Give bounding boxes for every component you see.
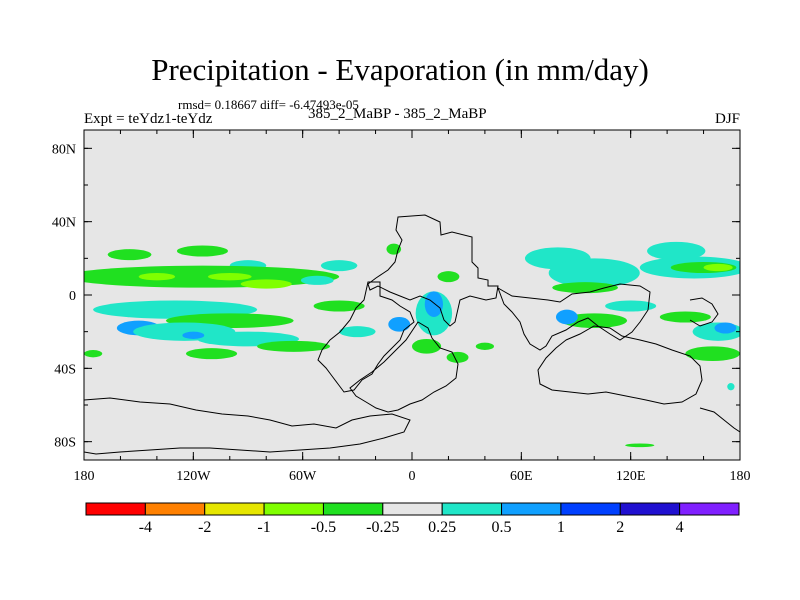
anomaly-region-42 <box>714 322 737 334</box>
land-antarctica-east <box>699 407 740 433</box>
colorbar-label: -0.25 <box>366 519 399 536</box>
anomaly-region-35 <box>605 300 657 312</box>
land-southern-africa <box>349 321 459 413</box>
anomaly-region-5 <box>138 273 176 281</box>
y-tick-label: 40S <box>54 362 76 377</box>
anomaly-region-33 <box>561 313 628 328</box>
y-tick-label: 40N <box>52 216 76 231</box>
colorbar: -4 -2 -1 -0.5 -0.25 0.25 0.5 1 2 4 <box>85 502 740 536</box>
anomaly-region-0 <box>107 249 152 261</box>
experiment-label: Expt = teYdz1-teYdz <box>84 111 213 127</box>
anomaly-region-16 <box>84 350 103 358</box>
anomaly-region-28 <box>475 342 494 351</box>
land-india-asia <box>497 283 651 351</box>
colorbar-label: 0.25 <box>428 519 456 536</box>
colorbar-label: 4 <box>676 519 684 536</box>
stats-line: rmsd= 0.18667 diff= -6.47493e-05 <box>178 97 359 112</box>
anomaly-region-21 <box>388 317 411 332</box>
x-tick-label: 120W <box>176 469 211 484</box>
anomaly-region-17 <box>320 260 358 272</box>
land-australia <box>537 325 703 405</box>
anomaly-region-44 <box>727 383 735 391</box>
anomaly-region-32 <box>552 282 618 294</box>
colorbar-label: 2 <box>616 519 624 536</box>
anomaly-region-39 <box>703 263 733 272</box>
runs-label: 385_2_MaBP - 385_2_MaBP <box>308 106 487 122</box>
x-tick-label: 120E <box>616 469 646 484</box>
anomaly-region-31 <box>548 258 640 288</box>
anomaly-region-34 <box>555 309 578 325</box>
colorbar-box <box>263 502 324 516</box>
colorbar-label: 1 <box>557 519 565 536</box>
anomaly-region-14 <box>257 340 330 352</box>
anomaly-region-6 <box>207 273 252 281</box>
anomaly-layer <box>84 241 740 448</box>
anomaly-region-36 <box>647 241 706 261</box>
anomaly-region-26 <box>386 243 402 255</box>
land-antarctica <box>84 397 411 455</box>
season-label: DJF <box>714 111 740 127</box>
chart-title: Precipitation - Evaporation (in mm/day) <box>151 52 649 87</box>
anomaly-region-24 <box>412 339 442 354</box>
colorbar-label: -1 <box>257 519 270 536</box>
y-tick-label: 80N <box>52 142 76 157</box>
x-tick-label: 60E <box>510 469 533 484</box>
anomaly-region-4 <box>84 265 340 288</box>
anomaly-region-13 <box>182 331 205 340</box>
colorbar-box <box>144 502 206 516</box>
land-east-coast <box>689 297 719 327</box>
x-tick-label: 180 <box>74 469 95 484</box>
anomaly-region-15 <box>186 348 238 360</box>
colorbar-label: -4 <box>139 519 152 536</box>
land-south-america <box>317 281 415 393</box>
colorbar-box <box>679 502 740 516</box>
colorbar-label: -0.5 <box>311 519 336 536</box>
anomaly-region-20 <box>339 326 376 338</box>
colorbar-box <box>382 502 443 516</box>
coastline-layer <box>84 214 740 455</box>
anomaly-region-1 <box>176 245 228 257</box>
map-background <box>84 130 740 460</box>
anomaly-region-45 <box>625 443 655 448</box>
colorbar-box <box>560 502 621 516</box>
colorbar-label: -2 <box>198 519 211 536</box>
x-tick-label: 180 <box>730 469 751 484</box>
x-tick-label: 60W <box>289 469 317 484</box>
colorbar-box <box>322 502 384 516</box>
colorbar-box <box>85 502 146 516</box>
anomaly-region-23 <box>424 291 443 317</box>
land-africa-europe <box>367 214 499 327</box>
colorbar-box <box>619 502 681 516</box>
anomaly-region-43 <box>685 346 740 361</box>
colorbar-box <box>501 502 562 516</box>
y-tick-label: 80S <box>54 436 76 451</box>
y-tick-label: 0 <box>69 289 76 304</box>
colorbar-box <box>441 502 503 516</box>
anomaly-region-18 <box>300 275 334 285</box>
axis-ticks: 180 120W 60W 0 60E 120E 180 80N 40N 0 40S 80S <box>52 130 751 484</box>
colorbar-box <box>204 502 265 516</box>
x-tick-label: 0 <box>409 469 416 484</box>
anomaly-region-27 <box>437 271 460 283</box>
anomaly-region-19 <box>313 300 365 312</box>
anomaly-region-7 <box>240 279 292 289</box>
anomaly-region-40 <box>659 311 711 323</box>
anomaly-region-25 <box>446 351 469 363</box>
colorbar-label: 0.5 <box>492 519 512 536</box>
